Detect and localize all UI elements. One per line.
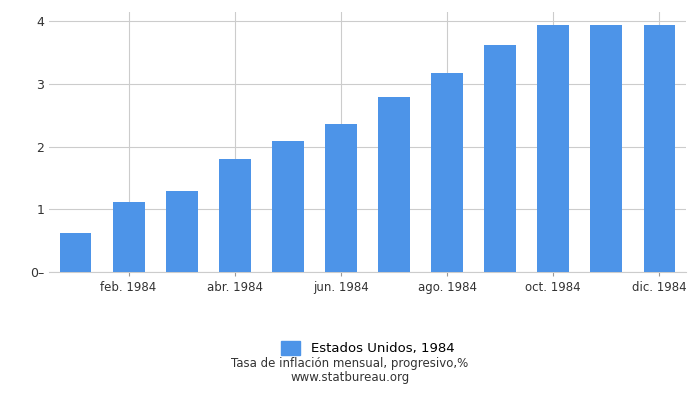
Text: Tasa de inflación mensual, progresivo,%: Tasa de inflación mensual, progresivo,% bbox=[232, 358, 468, 370]
Legend: Estados Unidos, 1984: Estados Unidos, 1984 bbox=[275, 336, 460, 360]
Bar bbox=[538, 25, 569, 272]
Bar bbox=[166, 190, 197, 272]
Bar bbox=[60, 233, 92, 272]
Bar bbox=[272, 141, 304, 272]
Bar bbox=[590, 25, 622, 272]
Bar bbox=[219, 159, 251, 272]
Text: www.statbureau.org: www.statbureau.org bbox=[290, 372, 410, 384]
Bar bbox=[431, 73, 463, 272]
Bar bbox=[378, 97, 410, 272]
Bar bbox=[325, 124, 357, 272]
Bar bbox=[643, 25, 676, 272]
Bar bbox=[113, 202, 144, 272]
Bar bbox=[484, 44, 516, 272]
